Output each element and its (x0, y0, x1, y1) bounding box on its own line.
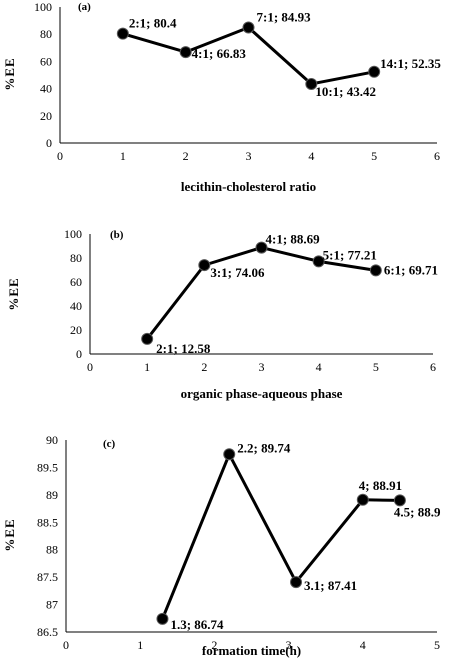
x-tick-label: 0 (87, 360, 93, 374)
y-tick-label: 80 (70, 251, 82, 265)
data-point-marker (179, 46, 192, 59)
data-point-marker (393, 494, 406, 507)
x-tick-label: 5 (373, 360, 379, 374)
panel-c-chart: 0 1 2 3 4 5 86.5 87 87.5 88 88.5 89 89.5 90 formation … (2, 433, 441, 658)
data-label: 5:1; 77.21 (323, 247, 377, 262)
y-tick-label: 40 (40, 82, 52, 96)
x-tick-label: 1 (137, 638, 143, 652)
y-tick-label: 88 (46, 543, 58, 557)
y-tick-label: 0 (46, 136, 52, 150)
y-tick-label: 87.5 (37, 570, 58, 584)
x-tick-label: 1 (144, 360, 150, 374)
y-tick-label: 20 (70, 323, 82, 337)
y-tick-label: 80 (40, 27, 52, 41)
data-label: 7:1; 84.93 (257, 9, 312, 24)
data-label: 1.3; 86.74 (170, 617, 224, 632)
y-axis-label: %EE (2, 518, 17, 551)
data-label: 2:1; 12.58 (156, 341, 211, 356)
y-tick-label: 89 (46, 488, 58, 502)
y-axis-label: %EE (2, 57, 17, 90)
data-label: 14:1; 52.35 (380, 56, 441, 71)
y-tick-label: 100 (34, 0, 52, 14)
y-tick-label: 20 (40, 109, 52, 123)
x-axis-label: organic phase-aqueous phase (181, 386, 343, 401)
data-label: 4.5; 88.9 (394, 504, 441, 519)
data-label: 4:1; 66.83 (192, 46, 247, 61)
x-axis-label: formation time(h) (202, 643, 301, 658)
data-point-marker (312, 255, 325, 268)
data-point-marker (290, 576, 303, 589)
data-point-marker (368, 65, 381, 78)
y-tick-label: 89.5 (37, 460, 58, 474)
x-tick-label: 5 (371, 149, 377, 163)
x-tick-label: 4 (308, 149, 314, 163)
x-tick-label: 5 (434, 638, 440, 652)
y-tick-label: 88.5 (37, 515, 58, 529)
y-tick-label: 86.5 (37, 625, 58, 639)
y-tick-label: 100 (64, 227, 82, 241)
x-tick-label: 2 (201, 360, 207, 374)
y-axis-label: %EE (6, 277, 21, 310)
panel-tag: (c) (103, 438, 116, 450)
data-label: 10:1; 43.42 (315, 84, 376, 99)
data-label: 6:1; 69.71 (384, 262, 438, 277)
x-tick-label: 3 (246, 149, 252, 163)
data-label: 4; 88.91 (359, 478, 402, 493)
y-tick-label: 60 (70, 275, 82, 289)
y-tick-label: 87 (46, 598, 58, 612)
x-tick-label: 0 (57, 149, 63, 163)
x-tick-label: 2 (211, 638, 217, 652)
data-point-marker (305, 77, 318, 90)
x-tick-label: 4 (316, 360, 322, 374)
data-point-marker (356, 493, 369, 506)
y-tick-label: 90 (46, 433, 58, 447)
x-tick-label: 1 (120, 149, 126, 163)
panel-tag: (b) (110, 229, 124, 241)
data-point-marker (141, 332, 154, 345)
data-label: 4:1; 88.69 (266, 232, 321, 247)
panel-a-chart: 0 1 2 3 4 5 6020406080100lecithin-cholesterol … (2, 0, 441, 194)
x-tick-label: 4 (360, 638, 366, 652)
data-label: 3:1; 74.06 (210, 265, 265, 280)
y-tick-label: 60 (40, 54, 52, 68)
x-tick-label: 6 (430, 360, 436, 374)
y-tick-label: 0 (76, 347, 82, 361)
data-point-marker (255, 241, 268, 254)
x-tick-label: 3 (286, 638, 292, 652)
data-point-marker (116, 27, 129, 40)
data-point-marker (198, 259, 211, 272)
x-tick-label: 2 (183, 149, 189, 163)
data-label: 3.1; 87.41 (304, 578, 357, 593)
data-label: 2.2; 89.74 (237, 440, 291, 455)
data-point-marker (369, 264, 382, 277)
panel-tag: (a) (78, 1, 91, 13)
x-tick-label: 0 (63, 638, 69, 652)
data-point-marker (223, 448, 236, 461)
data-point-marker (156, 612, 169, 625)
data-label: 2:1; 80.4 (129, 16, 177, 31)
data-point-marker (242, 21, 255, 34)
x-axis-label: lecithin-cholesterol ratio (181, 179, 316, 194)
x-tick-label: 3 (259, 360, 265, 374)
y-tick-label: 40 (70, 299, 82, 313)
series-line (122, 25, 375, 86)
x-tick-label: 6 (434, 149, 440, 163)
